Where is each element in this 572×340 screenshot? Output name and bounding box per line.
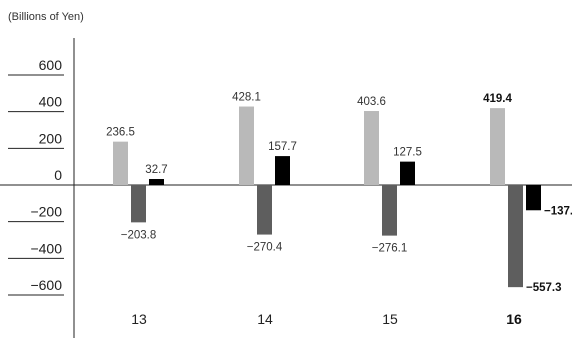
xtick-label: 15 xyxy=(382,311,398,327)
data-label: −137.9 xyxy=(544,205,572,217)
bar xyxy=(364,111,379,185)
ytick-label: 200 xyxy=(39,130,63,146)
data-label: −557.3 xyxy=(526,282,562,294)
data-label: 403.6 xyxy=(357,96,386,108)
data-label: 428.1 xyxy=(232,92,261,104)
y-axis-ticks: 600 400 200 0 −200 −400 −600 xyxy=(8,57,64,296)
bar xyxy=(113,141,128,185)
ytick-label: −400 xyxy=(30,240,62,256)
xtick-label: 16 xyxy=(506,311,522,327)
data-label: −276.1 xyxy=(372,243,408,255)
ytick-label: 0 xyxy=(54,167,62,183)
data-label: 236.5 xyxy=(106,127,135,139)
data-label: 32.7 xyxy=(145,164,167,176)
bar xyxy=(382,185,397,236)
ytick-label: 600 xyxy=(39,57,63,73)
unit-label: (Billions of Yen) xyxy=(8,11,84,23)
bar xyxy=(257,185,272,235)
ytick-label: −600 xyxy=(30,277,62,293)
bars xyxy=(113,106,541,288)
bar xyxy=(131,185,146,223)
bar xyxy=(490,108,505,185)
data-label: 127.5 xyxy=(393,147,422,159)
bar xyxy=(400,161,415,185)
xtick-label: 13 xyxy=(131,311,147,327)
data-label: 419.4 xyxy=(483,93,512,105)
bar xyxy=(275,156,290,185)
bar xyxy=(239,106,254,185)
data-label: −203.8 xyxy=(121,229,157,241)
bar xyxy=(508,185,523,288)
bar xyxy=(526,185,541,211)
bar xyxy=(149,179,164,185)
data-labels: 236.5 428.1 403.6 419.4 −203.8 −270.4 −276.1 −5… xyxy=(106,92,572,295)
data-label: 157.7 xyxy=(268,141,297,153)
x-axis-ticks: 13 14 15 16 xyxy=(131,311,522,327)
ytick-label: −200 xyxy=(30,204,62,220)
xtick-label: 14 xyxy=(257,311,273,327)
ytick-label: 400 xyxy=(39,94,63,110)
data-label: −270.4 xyxy=(247,242,283,254)
